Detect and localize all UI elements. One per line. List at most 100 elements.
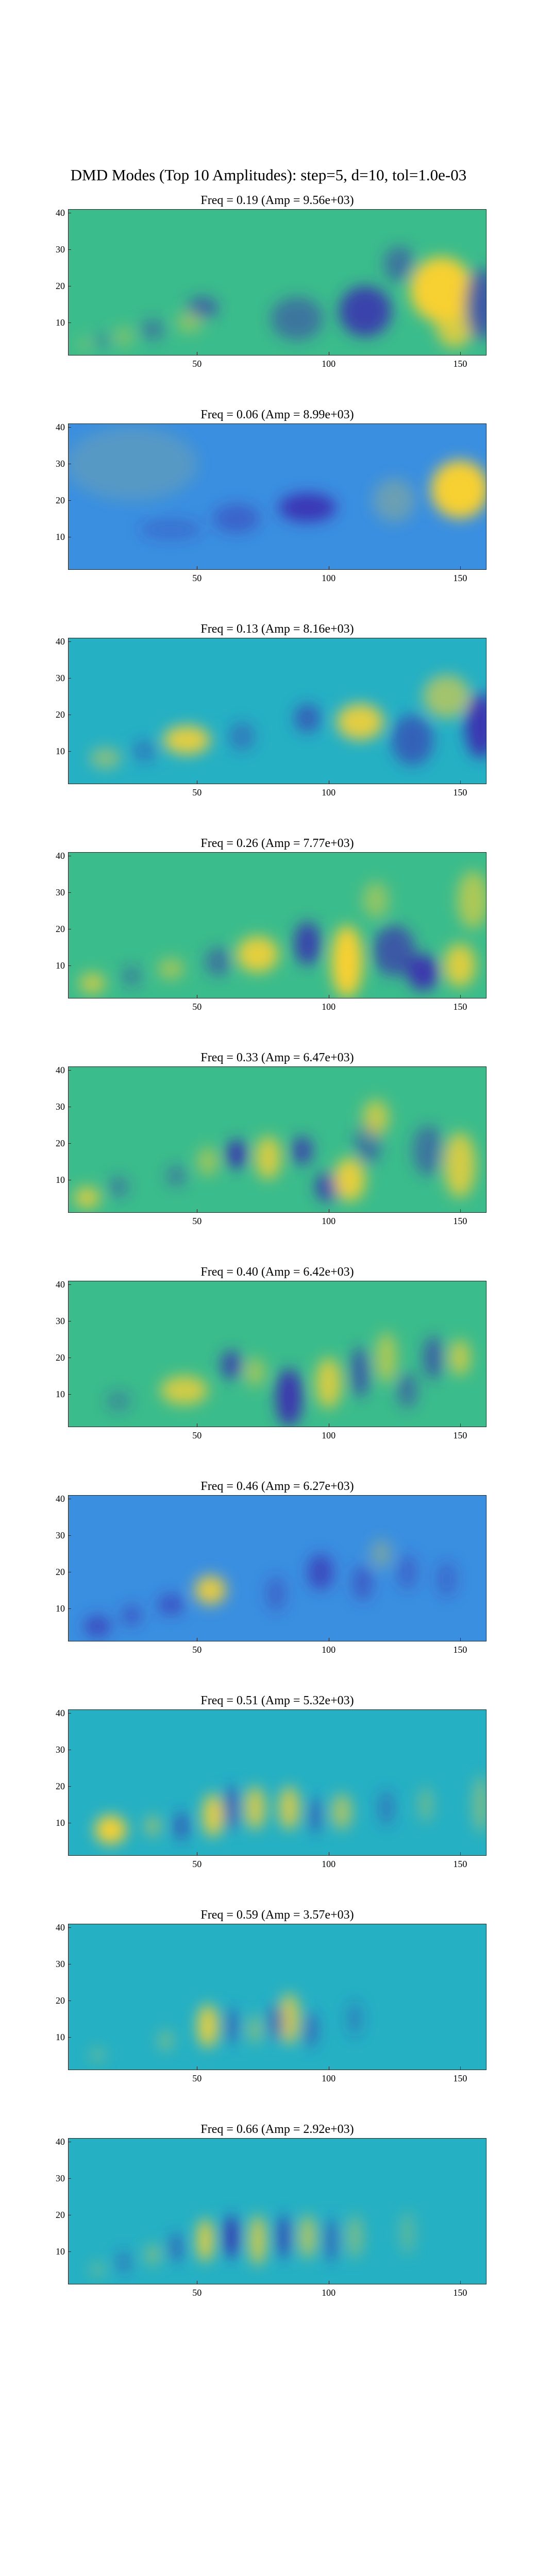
heatmap-background — [69, 2139, 486, 2284]
heatmap-plot-area — [68, 1066, 486, 1213]
positive-lobe — [370, 1539, 392, 1568]
negative-lobe — [352, 1564, 373, 1601]
y-tick-label: 30 — [56, 2173, 65, 2184]
positive-lobe — [158, 958, 184, 980]
positive-lobe — [417, 1786, 434, 1823]
x-tick-label: 150 — [453, 2073, 467, 2083]
positive-lobe — [79, 972, 106, 994]
panel-title: Freq = 0.51 (Amp = 5.32e+03) — [200, 1694, 354, 1707]
positive-lobe — [457, 871, 486, 929]
panel-title: Freq = 0.66 (Amp = 2.92e+03) — [200, 2123, 354, 2136]
heatmap-plot-area — [68, 423, 486, 570]
y-tick-mark — [68, 2178, 71, 2179]
positive-lobe — [247, 2015, 263, 2044]
y-tick-label: 30 — [56, 459, 65, 469]
heatmap-field — [89, 674, 486, 769]
y-tick-label: 10 — [56, 1603, 65, 1614]
positive-lobe — [373, 478, 415, 522]
negative-lobe — [307, 1553, 334, 1590]
negative-lobe — [139, 518, 203, 540]
x-tick-label: 100 — [322, 1645, 336, 1655]
negative-lobe — [391, 715, 434, 766]
y-tick-label: 10 — [56, 1175, 65, 1185]
positive-lobe — [362, 882, 389, 918]
heatmap-field — [74, 1099, 476, 1209]
mode-panel-1: Freq = 0.19 (Amp = 9.56e+03) 10 20 30 40 50 10… — [0, 193, 537, 378]
positive-lobe — [69, 428, 197, 501]
heatmap-field — [69, 428, 486, 540]
x-tick-mark — [460, 1638, 461, 1641]
x-tick-label: 50 — [192, 1859, 202, 1869]
x-tick-label: 50 — [192, 1216, 202, 1226]
negative-lobe — [276, 1368, 303, 1427]
heatmap-svg — [69, 2139, 486, 2284]
positive-lobe — [202, 1793, 224, 1837]
x-tick-label: 50 — [192, 2073, 202, 2083]
negative-lobe — [302, 2011, 318, 2048]
y-tick-label: 20 — [56, 2210, 65, 2221]
negative-lobe — [349, 1346, 371, 1398]
negative-lobe — [139, 318, 166, 341]
negative-lobe — [396, 1553, 418, 1590]
heatmap-plot-area — [68, 1924, 486, 2070]
x-tick-label: 50 — [192, 787, 202, 798]
positive-lobe — [89, 2262, 106, 2277]
positive-lobe — [113, 326, 135, 348]
y-tick-label: 10 — [56, 1818, 65, 1828]
y-tick-mark — [68, 1284, 71, 1285]
x-tick-label: 150 — [453, 359, 467, 369]
y-tick-label: 10 — [56, 317, 65, 328]
figure-title: DMD Modes (Top 10 Amplitudes): step=5, d… — [70, 166, 467, 184]
negative-lobe — [396, 1372, 418, 1409]
positive-lobe — [197, 2004, 219, 2048]
positive-lobe — [423, 674, 471, 719]
panel-title: Freq = 0.33 (Amp = 6.47e+03) — [200, 1051, 354, 1064]
heatmap-field — [89, 1993, 363, 2062]
y-tick-label: 10 — [56, 960, 65, 971]
heatmap-svg — [69, 1496, 486, 1641]
negative-lobe — [307, 1797, 324, 1834]
y-tick-label: 30 — [56, 673, 65, 684]
positive-lobe — [194, 1575, 226, 1605]
positive-lobe — [431, 460, 486, 519]
x-tick-label: 150 — [453, 787, 467, 798]
positive-lobe — [347, 2215, 363, 2259]
x-tick-label: 50 — [192, 1645, 202, 1655]
negative-lobe — [465, 692, 486, 758]
y-tick-mark — [68, 249, 71, 250]
negative-lobe — [294, 703, 321, 733]
negative-lobe — [168, 2233, 184, 2262]
y-tick-label: 10 — [56, 2246, 65, 2257]
positive-lobe — [278, 1786, 300, 1830]
heatmap-svg — [69, 1281, 486, 1427]
negative-lobe — [121, 1604, 142, 1626]
y-tick-label: 20 — [56, 281, 65, 292]
y-tick-label: 10 — [56, 746, 65, 757]
y-tick-label: 30 — [56, 1744, 65, 1755]
heatmap-svg — [69, 853, 486, 998]
x-tick-label: 50 — [192, 573, 202, 583]
y-tick-label: 40 — [56, 1279, 65, 1290]
negative-lobe — [223, 1786, 240, 1830]
mode-panel-4: Freq = 0.26 (Amp = 7.77e+03) 10 20 30 40 50 10… — [0, 836, 537, 1021]
y-tick-mark — [68, 751, 71, 752]
x-tick-mark — [460, 1852, 461, 1855]
positive-lobe — [362, 1099, 389, 1136]
y-tick-label: 40 — [56, 2137, 65, 2147]
negative-lobe — [173, 1811, 190, 1841]
y-tick-label: 30 — [56, 1316, 65, 1327]
heatmap-plot-area — [68, 638, 486, 784]
panel-title: Freq = 0.26 (Amp = 7.77e+03) — [200, 837, 354, 850]
y-tick-label: 10 — [56, 1389, 65, 1400]
y-tick-mark — [68, 678, 71, 679]
x-tick-label: 150 — [453, 1002, 467, 1012]
positive-lobe — [473, 1775, 486, 1834]
x-tick-label: 100 — [322, 573, 336, 583]
negative-lobe — [165, 1165, 187, 1187]
negative-lobe — [265, 1575, 287, 1612]
y-tick-mark — [68, 1394, 71, 1395]
y-tick-label: 20 — [56, 1352, 65, 1363]
negative-lobe — [347, 2001, 363, 2037]
y-tick-label: 20 — [56, 1995, 65, 2006]
y-tick-mark — [68, 2037, 71, 2038]
